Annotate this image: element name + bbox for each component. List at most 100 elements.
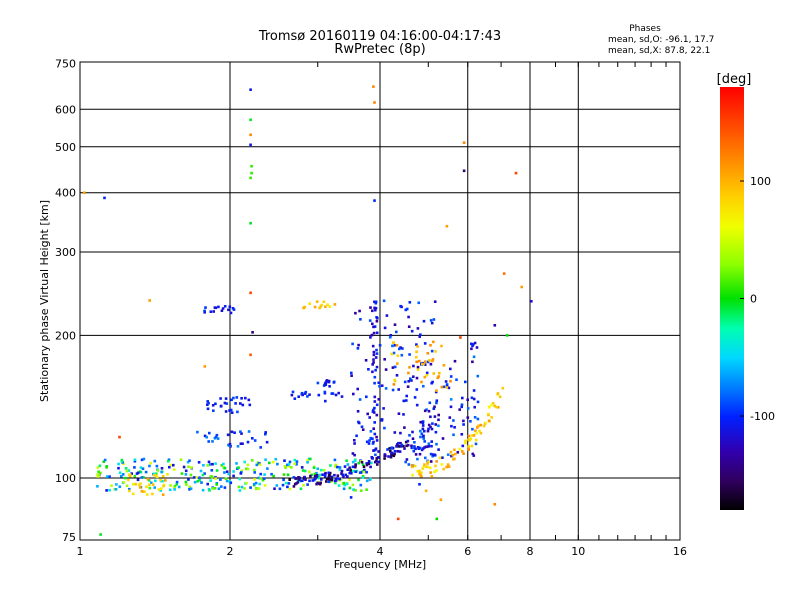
data-point bbox=[303, 392, 307, 395]
data-point bbox=[342, 481, 346, 485]
data-point bbox=[358, 471, 362, 474]
data-point bbox=[133, 466, 136, 469]
data-point bbox=[259, 477, 262, 480]
data-point bbox=[125, 469, 129, 473]
data-point bbox=[286, 463, 289, 467]
data-point bbox=[470, 444, 474, 448]
data-point bbox=[290, 393, 294, 397]
data-point bbox=[360, 489, 363, 492]
data-point bbox=[323, 382, 327, 386]
data-point bbox=[118, 485, 122, 488]
data-point bbox=[361, 428, 365, 431]
data-point bbox=[399, 304, 402, 308]
data-point bbox=[315, 482, 318, 486]
data-point bbox=[496, 406, 500, 409]
data-point bbox=[412, 364, 415, 368]
data-point bbox=[247, 398, 251, 402]
colorbar-tick-label: 100 bbox=[750, 175, 771, 188]
data-point bbox=[371, 370, 374, 374]
data-point bbox=[316, 381, 320, 385]
data-point bbox=[318, 482, 322, 486]
data-point bbox=[227, 472, 231, 476]
data-point bbox=[332, 380, 336, 384]
data-point bbox=[288, 478, 291, 481]
data-point bbox=[397, 412, 401, 415]
data-point bbox=[369, 306, 372, 309]
data-point bbox=[393, 378, 396, 382]
y-tick-label: 300 bbox=[55, 246, 76, 259]
data-point bbox=[484, 421, 487, 425]
data-point bbox=[224, 477, 228, 480]
data-point bbox=[376, 463, 379, 466]
data-point bbox=[350, 472, 353, 475]
data-point bbox=[138, 483, 141, 487]
data-point bbox=[168, 465, 171, 469]
data-point bbox=[393, 365, 397, 369]
data-point bbox=[395, 374, 399, 377]
data-point bbox=[330, 478, 334, 482]
data-point bbox=[420, 432, 424, 436]
data-point bbox=[333, 303, 337, 306]
data-point bbox=[491, 402, 495, 405]
data-point bbox=[263, 484, 267, 487]
data-point bbox=[120, 458, 124, 462]
data-point bbox=[411, 465, 414, 469]
data-point bbox=[148, 464, 151, 468]
data-point bbox=[290, 466, 293, 469]
data-point bbox=[322, 469, 326, 472]
chart-subtitle: RwPretec (8p) bbox=[334, 42, 425, 57]
data-point bbox=[359, 483, 363, 487]
data-point bbox=[462, 141, 466, 144]
data-point bbox=[161, 475, 165, 478]
data-point bbox=[345, 459, 348, 462]
data-point bbox=[196, 479, 200, 483]
data-point bbox=[432, 453, 435, 456]
data-point bbox=[239, 430, 242, 433]
data-point bbox=[424, 456, 427, 460]
data-point bbox=[340, 469, 344, 473]
data-point bbox=[251, 437, 254, 440]
data-point bbox=[378, 385, 381, 388]
data-point bbox=[324, 381, 328, 385]
data-point bbox=[319, 481, 322, 485]
data-point bbox=[220, 485, 223, 488]
data-point bbox=[263, 477, 266, 480]
data-point bbox=[96, 485, 99, 488]
data-point bbox=[121, 473, 125, 476]
data-point bbox=[475, 431, 478, 435]
data-point bbox=[131, 492, 135, 496]
data-point bbox=[223, 401, 227, 405]
data-point bbox=[375, 439, 379, 442]
data-point bbox=[476, 417, 480, 421]
data-point bbox=[196, 430, 199, 434]
data-point bbox=[348, 478, 351, 482]
data-point bbox=[429, 471, 432, 474]
data-point bbox=[308, 470, 311, 474]
data-point bbox=[490, 416, 493, 419]
data-point bbox=[257, 487, 261, 490]
x-tick-label: 6 bbox=[464, 545, 471, 558]
data-point bbox=[425, 408, 428, 411]
data-point bbox=[320, 303, 323, 307]
data-point bbox=[338, 468, 342, 472]
data-point bbox=[372, 85, 375, 88]
data-point bbox=[268, 461, 271, 465]
data-point bbox=[357, 461, 360, 465]
data-point bbox=[133, 474, 137, 478]
data-point bbox=[251, 331, 254, 334]
data-point bbox=[175, 480, 179, 484]
data-point bbox=[209, 479, 212, 482]
data-point bbox=[352, 469, 355, 473]
data-point bbox=[250, 171, 253, 175]
data-point bbox=[345, 482, 349, 486]
data-point bbox=[418, 335, 421, 338]
data-point bbox=[469, 437, 473, 440]
data-point bbox=[372, 350, 376, 354]
data-point bbox=[421, 447, 425, 450]
data-point bbox=[382, 299, 386, 303]
data-point bbox=[210, 475, 214, 479]
data-point bbox=[438, 371, 441, 375]
data-point bbox=[140, 489, 144, 493]
data-point bbox=[330, 476, 334, 480]
data-point bbox=[221, 307, 225, 310]
